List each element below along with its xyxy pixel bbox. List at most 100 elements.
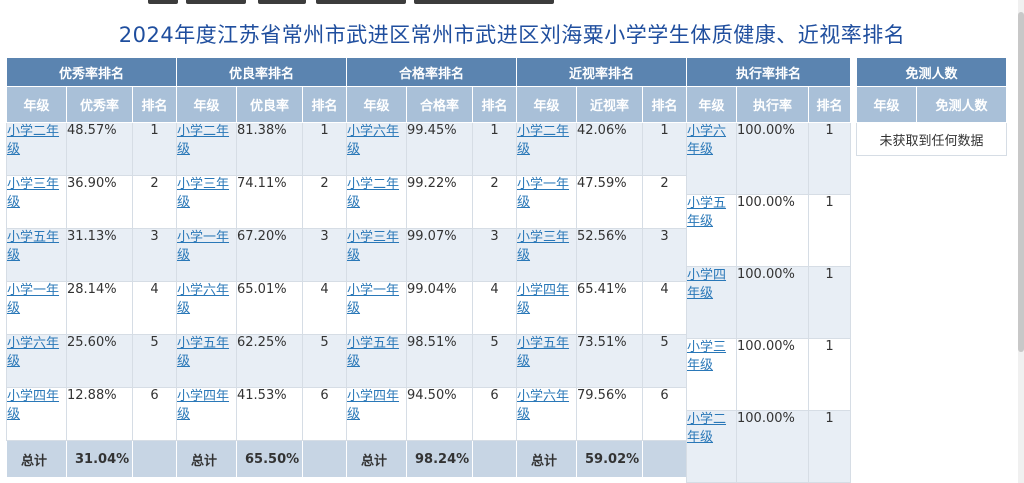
grade-cell: 小学五年级 [346,334,407,388]
grade-link[interactable]: 小学二年级 [347,177,400,210]
grade-link[interactable]: 小学六年级 [347,124,400,157]
grade-link[interactable]: 小学二年级 [177,124,230,157]
grade-link[interactable]: 小学二年级 [687,412,727,445]
rank-value: 4 [131,281,178,335]
grade-link[interactable]: 小学四年级 [347,389,400,422]
empty-state-text: 未获取到任何数据 [855,122,1008,156]
exempt-table: 免测人数 年级 免测人数 未获取到任何数据 [855,57,1008,156]
grade-link[interactable]: 小学五年级 [687,196,727,229]
grade-link[interactable]: 小学五年级 [517,336,570,369]
rate-value: 48.57% [66,122,133,176]
grade-link[interactable]: 小学一年级 [7,283,60,316]
execution-column-header: 排名 [807,86,852,123]
table-row: 小学五年级 31.13% 3 [6,228,178,282]
rank-value: 3 [641,228,688,282]
grade-link[interactable]: 小学三年级 [687,340,727,373]
total-value: 31.04% [66,440,133,478]
scrollbar-thumb[interactable] [1018,12,1024,352]
grade-cell: 小学四年级 [686,266,737,339]
grade-link[interactable]: 小学六年级 [687,124,727,157]
good-column-header: 年级 [176,86,237,123]
total-rank-empty [641,440,688,478]
total-label: 总计 [346,440,407,478]
grade-cell: 小学六年级 [6,334,67,388]
grade-link[interactable]: 小学五年级 [177,336,230,369]
table-row: 小学四年级 100.00% 1 [686,266,852,339]
grade-cell: 小学一年级 [346,281,407,335]
table-row: 小学三年级 74.11% 2 [176,175,348,229]
rank-value: 5 [301,334,348,388]
grade-link[interactable]: 小学二年级 [517,124,570,157]
grade-link[interactable]: 小学三年级 [347,230,400,263]
grade-link[interactable]: 小学三年级 [177,177,230,210]
rank-value: 6 [131,387,178,441]
total-label: 总计 [176,440,237,478]
grade-link[interactable]: 小学四年级 [687,268,727,301]
table-row: 小学四年级 41.53% 6 [176,387,348,441]
pass-column-header: 合格率 [406,86,473,123]
grade-link[interactable]: 小学六年级 [517,389,570,422]
grade-cell: 小学四年级 [346,387,407,441]
grade-link[interactable]: 小学一年级 [177,230,230,263]
table-row: 小学二年级 42.06% 1 [516,122,688,176]
rate-value: 79.56% [576,387,643,441]
grade-link[interactable]: 小学六年级 [177,283,230,316]
grade-cell: 小学二年级 [176,122,237,176]
rank-value: 6 [471,387,518,441]
table-row: 小学一年级 28.14% 4 [6,281,178,335]
grade-cell: 小学四年级 [516,281,577,335]
rate-value: 52.56% [576,228,643,282]
grade-link[interactable]: 小学三年级 [517,230,570,263]
rank-value: 4 [641,281,688,335]
grade-cell: 小学一年级 [6,281,67,335]
grade-cell: 小学六年级 [176,281,237,335]
grade-link[interactable]: 小学一年级 [517,177,570,210]
exempt-column-header: 免测人数 [915,86,1008,123]
table-row: 小学三年级 99.07% 3 [346,228,518,282]
grade-link[interactable]: 小学三年级 [7,177,60,210]
total-value: 59.02% [576,440,643,478]
grade-cell: 小学三年级 [6,175,67,229]
table-row: 小学六年级 25.60% 5 [6,334,178,388]
grade-link[interactable]: 小学二年级 [7,124,60,157]
grade-cell: 小学二年级 [6,122,67,176]
grade-link[interactable]: 小学四年级 [177,389,230,422]
pass-table: 合格率排名 年级 合格率 排名 小学六年级 99.45% 1 小学二年级 99.22% 2 小学三年… [345,57,518,478]
rate-value: 31.13% [66,228,133,282]
top-overflow-strip [0,0,1024,10]
total-rank-empty [131,440,178,478]
grade-link[interactable]: 小学四年级 [517,283,570,316]
grade-cell: 小学六年级 [516,387,577,441]
rank-value: 3 [131,228,178,282]
myopia-column-header: 排名 [641,86,688,123]
table-row: 小学三年级 100.00% 1 [686,338,852,411]
grade-link[interactable]: 小学四年级 [7,389,60,422]
table-row: 小学四年级 94.50% 6 [346,387,518,441]
rank-value: 1 [807,266,852,339]
rank-value: 1 [301,122,348,176]
total-value: 98.24% [406,440,473,478]
grade-link[interactable]: 小学五年级 [347,336,400,369]
grade-link[interactable]: 小学六年级 [7,336,60,369]
excellent-column-header: 排名 [131,86,178,123]
excellent-table: 优秀率排名 年级 优秀率 排名 小学二年级 48.57% 1 小学三年级 36.90% 2 小学五年… [5,57,178,478]
rank-value: 1 [807,410,852,483]
table-row: 小学五年级 98.51% 5 [346,334,518,388]
myopia-column-header: 年级 [516,86,577,123]
rank-value: 1 [131,122,178,176]
vertical-scrollbar[interactable] [1018,0,1024,483]
table-row: 小学六年级 79.56% 6 [516,387,688,441]
table-row: 小学二年级 100.00% 1 [686,410,852,483]
grade-link[interactable]: 小学一年级 [347,283,400,316]
rank-value: 4 [301,281,348,335]
rank-value: 4 [471,281,518,335]
pass-table-title: 合格率排名 [345,57,518,87]
table-row: 小学五年级 100.00% 1 [686,194,852,267]
rate-value: 99.04% [406,281,473,335]
grade-link[interactable]: 小学五年级 [7,230,60,263]
rate-value: 36.90% [66,175,133,229]
table-row: 小学六年级 65.01% 4 [176,281,348,335]
excellent-table-title: 优秀率排名 [5,57,178,87]
grade-cell: 小学五年级 [516,334,577,388]
rate-value: 100.00% [736,338,809,411]
